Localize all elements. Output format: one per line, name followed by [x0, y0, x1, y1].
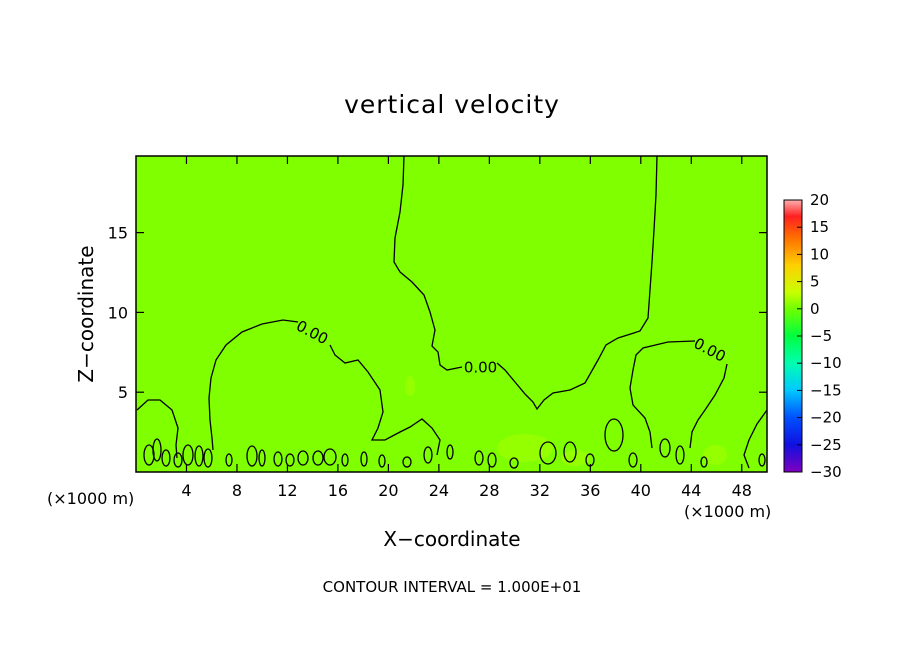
chart-title: vertical velocity — [344, 90, 560, 119]
contour-line — [629, 340, 696, 449]
colorbar-tick-label: −25 — [810, 436, 842, 454]
contour-line — [689, 363, 728, 449]
plot-area: 0.000.000.00 4 8 12 16 20 24 28 32 36 40 44 48 5101… — [108, 155, 768, 500]
x-axis: 4 8 12 16 20 24 28 32 36 40 44 48 — [181, 156, 752, 500]
velocity-field — [136, 156, 767, 472]
contour-line — [136, 399, 179, 459]
x-tick-label: 28 — [479, 481, 499, 500]
x-tick-label: 36 — [580, 481, 600, 500]
contour-line — [393, 156, 463, 371]
colorbar-tick-label: −10 — [810, 354, 842, 372]
colorbar-tick-label: −15 — [810, 381, 842, 399]
x-tick-label: 4 — [181, 481, 191, 500]
y-tick-label: 10 — [108, 303, 128, 322]
x-tick-label: 32 — [530, 481, 550, 500]
contour-interval-note: CONTOUR INTERVAL = 1.000E+01 — [323, 578, 582, 596]
colorbar-tick-label: 5 — [810, 273, 820, 291]
contour-label: 0.00 — [464, 359, 497, 377]
x-tick-label: 40 — [631, 481, 651, 500]
x-axis-label: X−coordinate — [383, 527, 520, 551]
x-tick-label: 48 — [732, 481, 752, 500]
y-axis-label: Z−coordinate — [74, 245, 98, 382]
x-unit-right: (×1000 m) — [684, 502, 771, 521]
x-tick-label: 44 — [681, 481, 701, 500]
y-axis: 5 10 15 — [108, 224, 767, 402]
colorbar-tick-label: −20 — [810, 409, 842, 427]
x-tick-label: 12 — [277, 481, 297, 500]
x-tick-label: 16 — [328, 481, 348, 500]
colorbar-tick-label: −5 — [810, 327, 832, 345]
y-tick-label: 15 — [108, 224, 128, 243]
contour-line — [208, 319, 299, 451]
plot-frame — [135, 155, 768, 473]
colorbar-tick-label: 15 — [810, 218, 829, 236]
contour-line — [743, 409, 767, 469]
colorbar-ticks: 20 15 10 5 0 −5 −10 −15 −20 −25 −30 — [797, 191, 842, 481]
contour-line — [329, 344, 441, 456]
x-tick-label: 24 — [429, 481, 449, 500]
colorbar-tick-label: 0 — [810, 300, 820, 318]
colorbar: 20 15 10 5 0 −5 −10 −15 −20 −25 −30 — [783, 191, 842, 481]
x-tick-label: 8 — [232, 481, 242, 500]
contour-line — [496, 156, 658, 411]
x-unit-left: (×1000 m) — [47, 489, 134, 508]
colorbar-tick-label: 20 — [810, 191, 829, 209]
colorbar-tick-label: 10 — [810, 245, 829, 263]
x-tick-label: 20 — [378, 481, 398, 500]
colorbar-tick-label: −30 — [810, 463, 842, 481]
y-tick-label: 5 — [118, 383, 128, 402]
zero-contours — [136, 156, 767, 469]
